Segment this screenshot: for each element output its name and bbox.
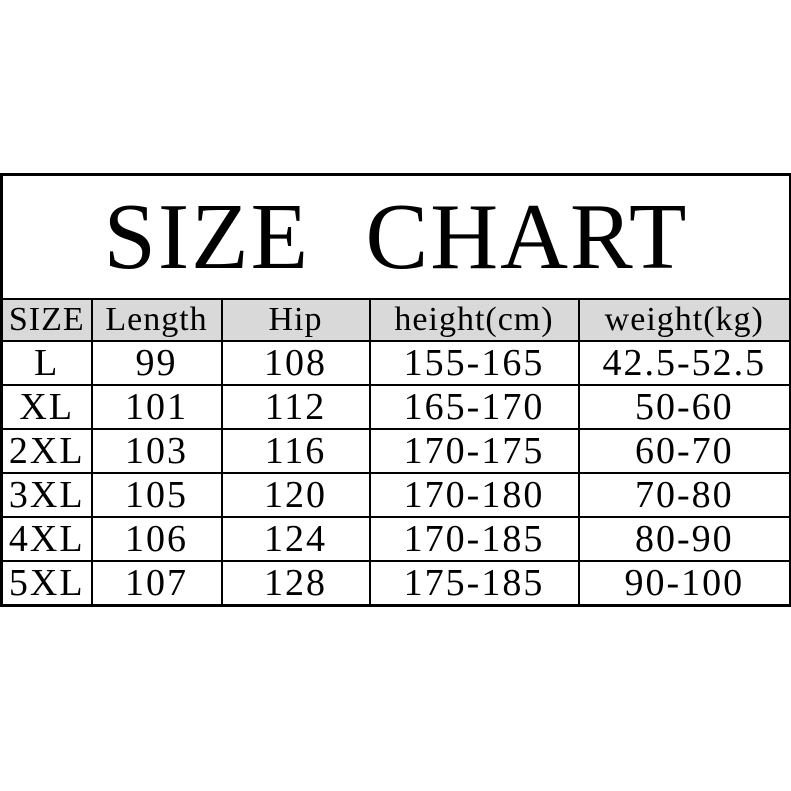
cell-hip: 124	[220, 516, 371, 562]
title-row: SIZE CHART	[0, 173, 791, 300]
column-header-hip: Hip	[220, 298, 371, 342]
cell-height-range: 170-180	[368, 472, 580, 518]
cell-length: 107	[90, 560, 223, 607]
cell-length: 106	[90, 516, 223, 562]
cell-height-range: 165-170	[368, 384, 580, 430]
cell-height-range: 175-185	[368, 560, 580, 607]
cell-height-range: 155-165	[368, 340, 580, 386]
cell-height-range: 170-175	[368, 428, 580, 474]
cell-weight-range: 90-100	[577, 560, 791, 607]
column-header-length: Length	[90, 298, 223, 342]
table-row-xl: XL 101 112 165-170 50-60	[0, 384, 791, 430]
column-header-size: SIZE	[0, 298, 93, 342]
cell-size: 4XL	[0, 516, 93, 562]
cell-length: 99	[90, 340, 223, 386]
table-row-5xl: 5XL 107 128 175-185 90-100	[0, 560, 791, 607]
cell-hip: 128	[220, 560, 371, 607]
page-title: SIZE CHART	[0, 173, 791, 300]
cell-length: 101	[90, 384, 223, 430]
table-row-4xl: 4XL 106 124 170-185 80-90	[0, 516, 791, 562]
cell-weight-range: 70-80	[577, 472, 791, 518]
table-row-l: L 99 108 155-165 42.5-52.5	[0, 340, 791, 386]
column-header-height: height(cm)	[368, 298, 580, 342]
table-row-3xl: 3XL 105 120 170-180 70-80	[0, 472, 791, 518]
cell-height-range: 170-185	[368, 516, 580, 562]
cell-length: 103	[90, 428, 223, 474]
cell-weight-range: 42.5-52.5	[577, 340, 791, 386]
cell-size: 3XL	[0, 472, 93, 518]
cell-length: 105	[90, 472, 223, 518]
cell-size: 2XL	[0, 428, 93, 474]
table-row-2xl: 2XL 103 116 170-175 60-70	[0, 428, 791, 474]
cell-size: 5XL	[0, 560, 93, 607]
cell-hip: 108	[220, 340, 371, 386]
column-header-weight: weight(kg)	[577, 298, 791, 342]
cell-size: L	[0, 340, 93, 386]
table-header-row: SIZE Length Hip height(cm) weight(kg)	[0, 298, 791, 342]
cell-hip: 116	[220, 428, 371, 474]
cell-hip: 112	[220, 384, 371, 430]
cell-weight-range: 60-70	[577, 428, 791, 474]
cell-weight-range: 50-60	[577, 384, 791, 430]
cell-weight-range: 80-90	[577, 516, 791, 562]
size-chart-table: SIZE CHART SIZE Length Hip height(cm) we…	[0, 173, 791, 607]
cell-size: XL	[0, 384, 93, 430]
cell-hip: 120	[220, 472, 371, 518]
